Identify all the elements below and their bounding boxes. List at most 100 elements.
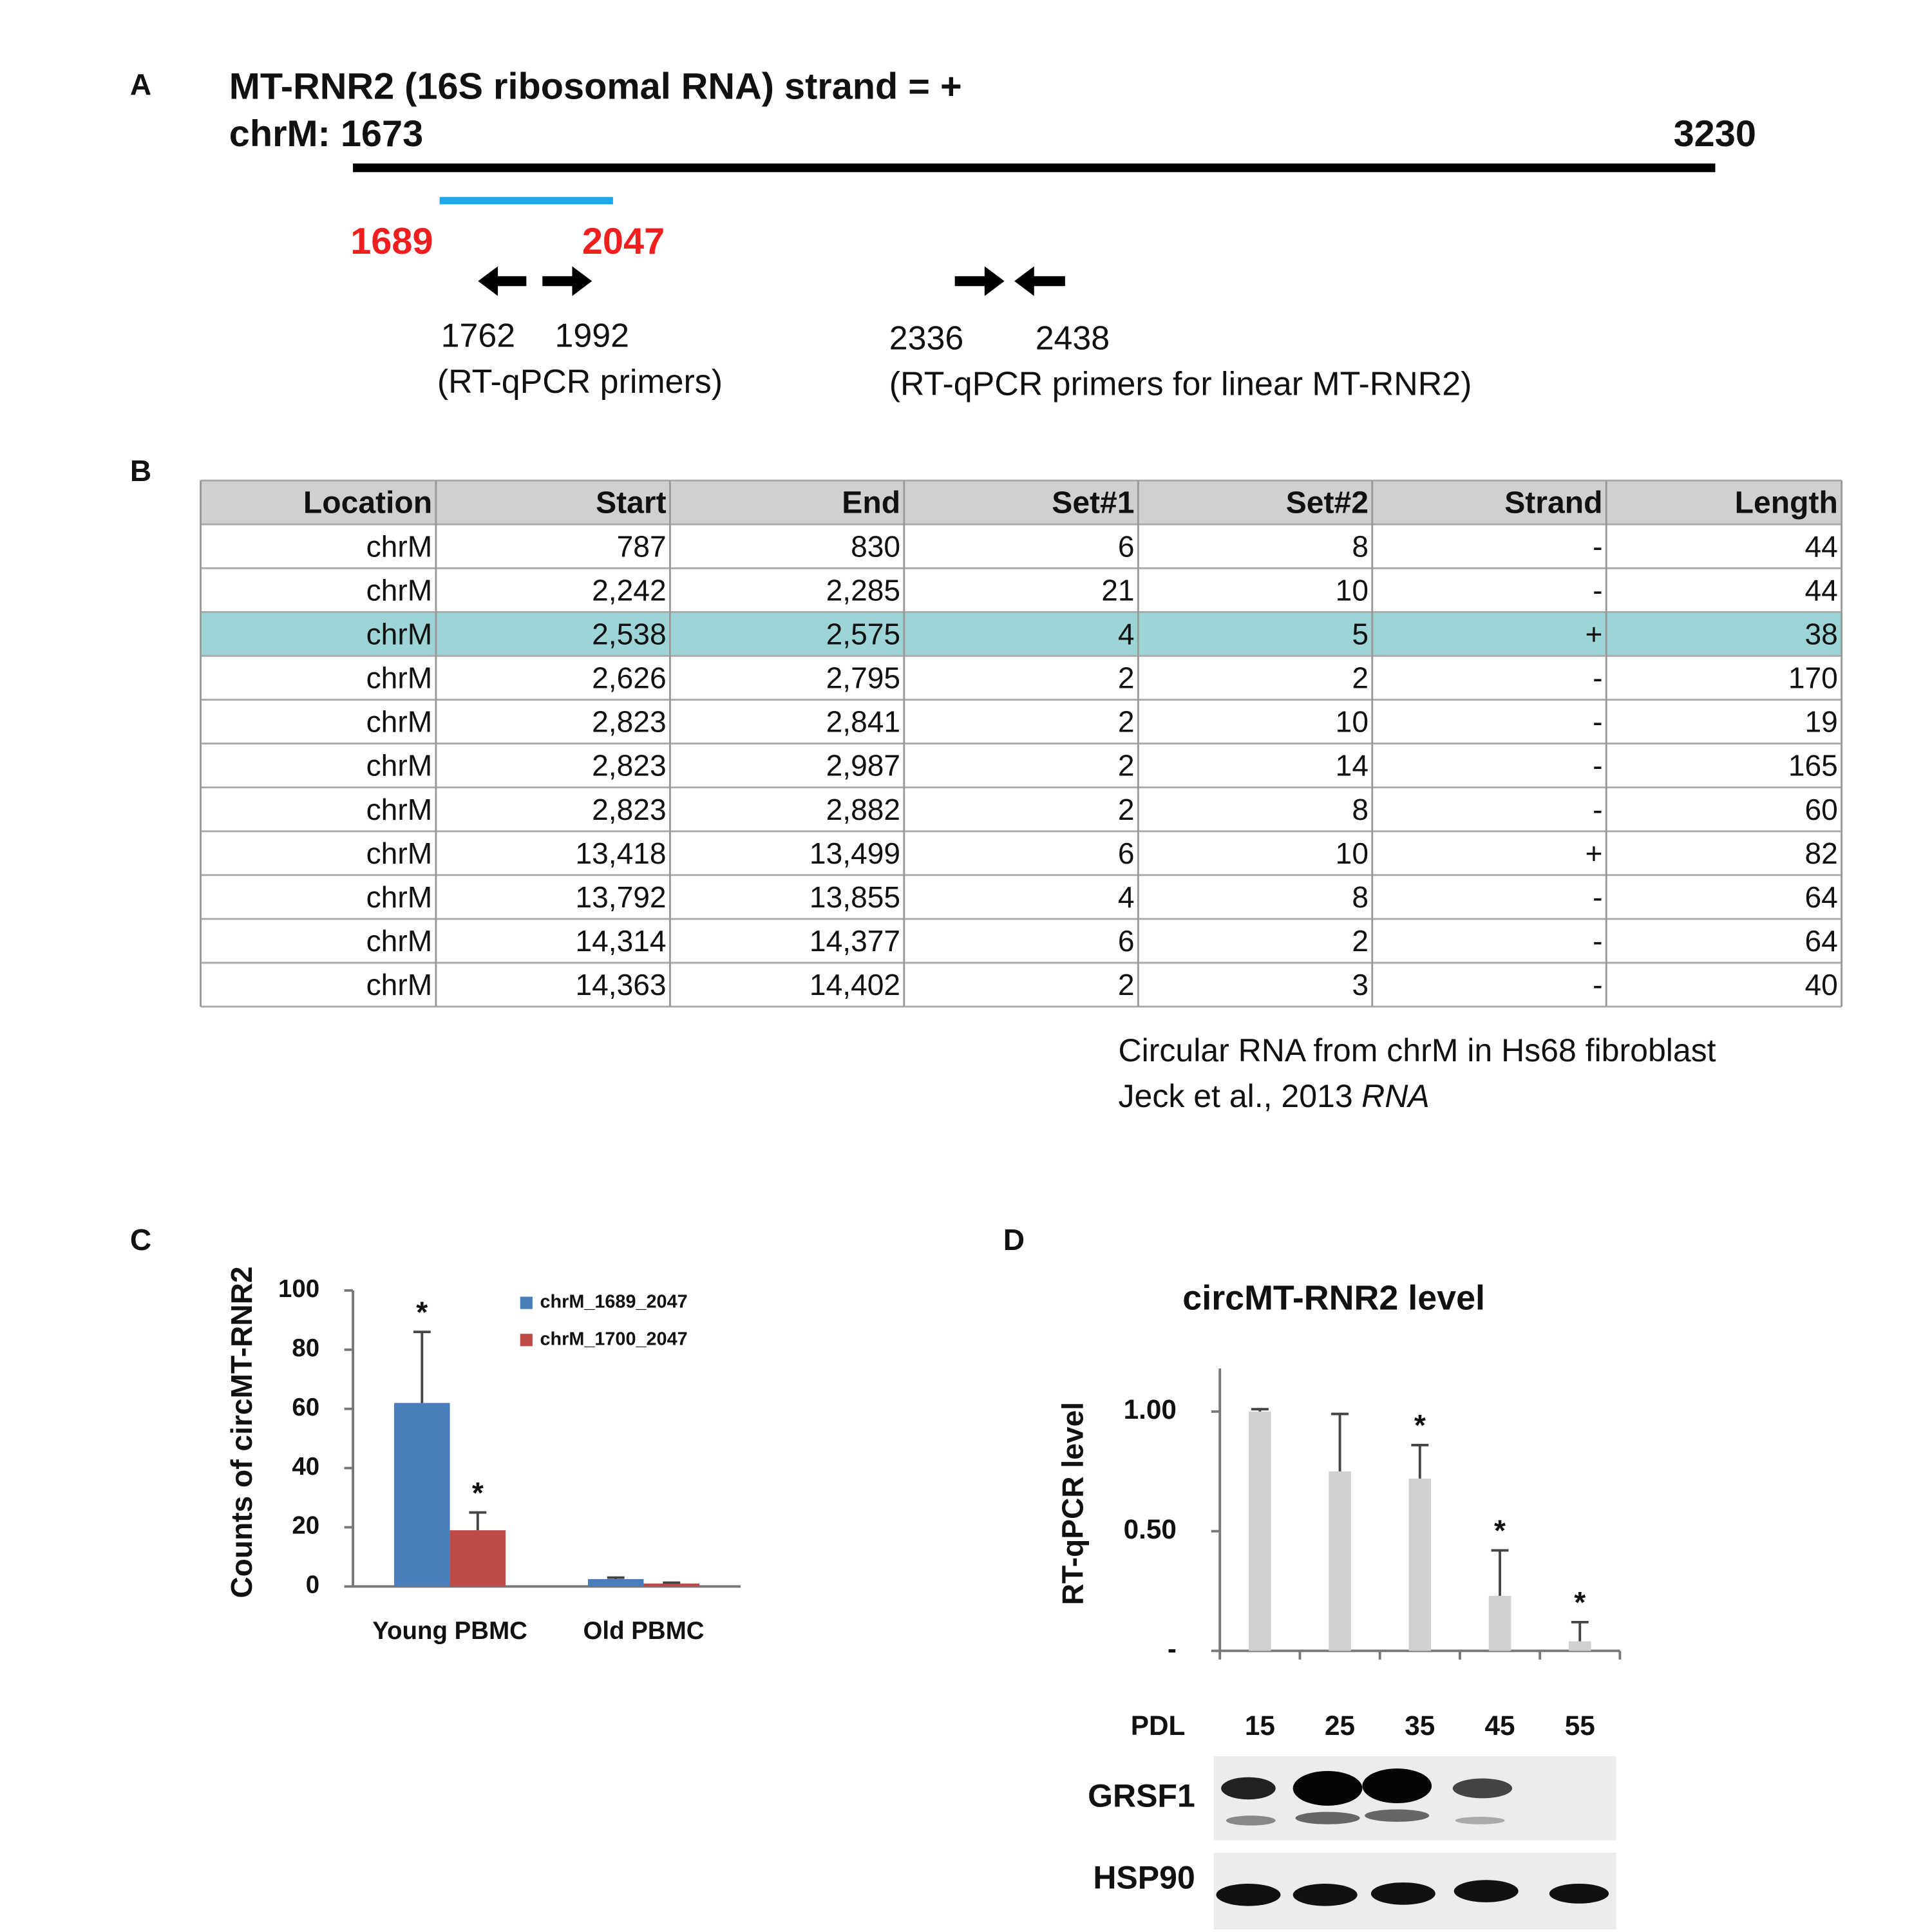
cell: chrM [366,968,433,1001]
cell: 2 [1118,749,1135,782]
x-tick-label: 25 [1325,1710,1355,1741]
y-tick-label: 1.00 [1124,1394,1177,1425]
primer-pos: 1762 [441,317,515,355]
band [1454,1880,1519,1902]
table-caption: Jeck et al., 2013 RNA [1119,1078,1430,1114]
legend-label: chrM_1689_2047 [540,1292,687,1312]
error-bar [1331,1412,1349,1472]
bar [1329,1471,1351,1651]
y-tick-label: 0.50 [1124,1514,1177,1544]
chart-title: circMT-RNR2 level [1182,1278,1485,1317]
header-cell: Strand [1504,486,1602,520]
y-axis-label: Counts of circMT-RNR2 [225,1266,258,1598]
cell: chrM [366,880,433,914]
start-label: chrM: 1673 [229,113,423,155]
cell: 2,242 [592,573,666,607]
cell: 2,823 [592,749,666,782]
panel-label: D [1003,1223,1025,1256]
band [1370,1882,1435,1905]
band [1293,1884,1358,1906]
error-bar [413,1331,431,1403]
cell: 40 [1805,968,1838,1001]
cell: + [1586,617,1603,650]
cell: chrM [366,837,433,870]
cell: 6 [1118,924,1135,958]
cell: 2,285 [826,573,900,607]
cell: - [1593,968,1602,1001]
cell: 8 [1352,793,1368,826]
gene-line [353,163,1716,173]
cell: chrM [366,573,433,607]
error-bar [1491,1549,1509,1596]
cell: 2 [1352,661,1368,695]
cell: 4 [1118,880,1135,914]
cell: 2,795 [826,661,900,695]
cell: 2 [1118,968,1135,1001]
caption-text: Jeck et al., 2013 [1119,1078,1353,1114]
cell: 2 [1118,705,1135,739]
highlight-row [200,612,1842,656]
cell: - [1593,705,1602,739]
x-tick-label: 55 [1565,1710,1595,1741]
bar [587,1578,644,1587]
cell: 14,314 [575,924,666,958]
header-cell: Set#1 [1052,486,1134,520]
arrow-right [954,266,1005,296]
cell: 165 [1788,749,1838,782]
cell: - [1593,573,1602,607]
cell: chrM [366,749,433,782]
significance: * [472,1476,484,1510]
band [1549,1884,1609,1904]
x-tick-label: 35 [1405,1710,1435,1741]
cell: 64 [1805,924,1838,958]
band [1452,1778,1513,1799]
bar [1249,1411,1271,1651]
x-tick-label: Old PBMC [583,1617,705,1645]
cell: 13,855 [810,880,900,914]
primer-arrows [478,266,1065,296]
cell: 10 [1336,705,1368,739]
y-tick-label: 40 [292,1453,319,1481]
cell: chrM [366,924,433,958]
primer-pos: 2438 [1036,320,1110,357]
cell: 170 [1788,661,1838,695]
blot [1213,1756,1616,1930]
cell: 10 [1336,837,1368,870]
header-cell: End [842,486,900,520]
legend-label: chrM_1700_2047 [540,1329,687,1349]
primer-pos: 2336 [889,320,963,357]
cell: 3 [1352,968,1368,1001]
cell: - [1593,749,1602,782]
cell: 2,987 [826,749,900,782]
cell: 13,792 [575,880,666,914]
cell: 19 [1805,705,1838,739]
blot-label: HSP90 [1093,1859,1195,1895]
bar [394,1403,450,1587]
band [1221,1777,1276,1800]
charts: 0 20 40 60 80 100 Counts of circMT-RNR2 Young P… [225,1266,1622,1741]
caption-italic: RNA [1361,1078,1430,1114]
circ-end: 2047 [582,221,665,262]
cell: chrM [366,529,433,563]
primer-note: (RT-qPCR primers) [437,363,723,401]
cell: 2,841 [826,705,900,739]
band [1455,1817,1505,1824]
cell: - [1593,880,1602,914]
cell: 2 [1118,793,1135,826]
cell: 2 [1118,661,1135,695]
end-label: 3230 [1674,113,1756,155]
blot-label: GRSF1 [1088,1778,1195,1814]
gene-title: MT-RNR2 (16S ribosomal RNA) strand = + [229,66,962,108]
cell: chrM [366,617,433,650]
significance: * [1494,1514,1506,1548]
cell: - [1593,661,1602,695]
band [1216,1884,1281,1906]
cell: 6 [1118,837,1135,870]
primer-note: (RT-qPCR primers for linear MT-RNR2) [889,366,1472,403]
cell: chrM [366,661,433,695]
band [1365,1809,1430,1822]
cell: 14,377 [810,924,900,958]
table: Location Start End Set#1 Set#2 Strand Length ch… [200,479,1843,1008]
panel-label: A [130,68,151,101]
